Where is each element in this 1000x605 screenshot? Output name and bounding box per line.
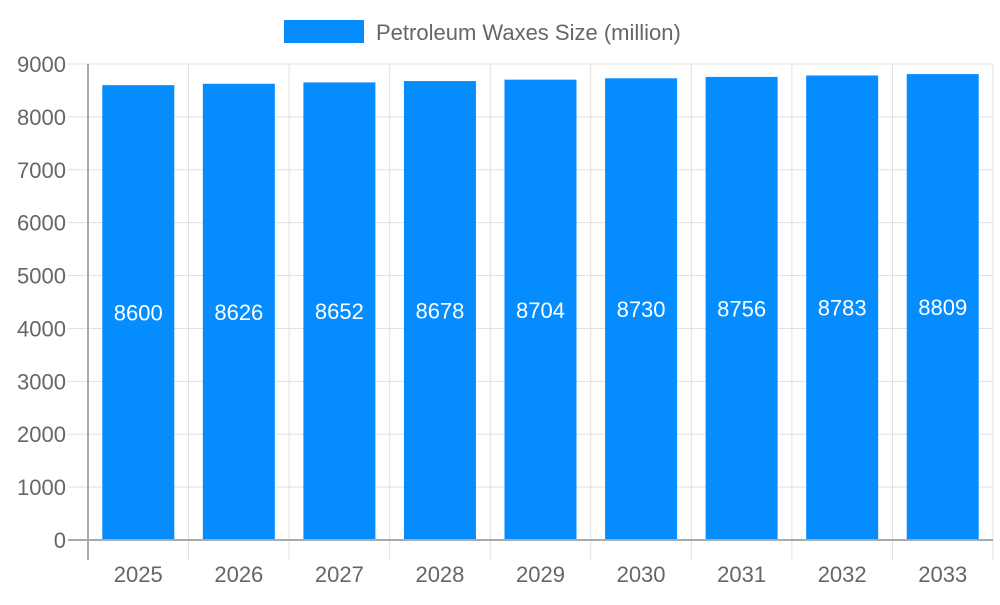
bar[interactable] [202, 83, 275, 540]
data-label: 8678 [415, 299, 464, 324]
y-tick-label: 1000 [17, 475, 66, 500]
x-tick-label: 2027 [315, 562, 364, 587]
bar[interactable] [605, 78, 678, 540]
data-label: 8730 [617, 297, 666, 322]
bar[interactable] [705, 76, 778, 540]
data-label: 8809 [918, 295, 967, 320]
legend[interactable]: Petroleum Waxes Size (million) [284, 20, 681, 45]
data-label: 8626 [214, 300, 263, 325]
x-tick-label: 2033 [918, 562, 967, 587]
y-tick-label: 5000 [17, 264, 66, 289]
y-tick-label: 4000 [17, 316, 66, 341]
bar[interactable] [504, 79, 577, 540]
y-tick-label: 7000 [17, 158, 66, 183]
y-tick-label: 2000 [17, 422, 66, 447]
bar[interactable] [102, 85, 175, 541]
data-label: 8652 [315, 299, 364, 324]
bar[interactable] [303, 82, 376, 540]
data-label: 8600 [114, 301, 163, 326]
data-label: 8704 [516, 298, 565, 323]
bars: 8600 8626 8652 8678 8704 8730 8756 8783 8809 [102, 74, 979, 541]
x-tick-label: 2029 [516, 562, 565, 587]
bar[interactable] [906, 74, 979, 540]
y-tick-label: 3000 [17, 369, 66, 394]
y-tick-label: 8000 [17, 105, 66, 130]
bar[interactable] [403, 81, 476, 541]
bar[interactable] [806, 75, 879, 540]
y-tick-label: 6000 [17, 211, 66, 236]
axes: 0 1000 2000 3000 4000 5000 6000 7000 8000 9000 202… [17, 52, 993, 587]
x-tick-label: 2028 [415, 562, 464, 587]
y-tick-label: 9000 [17, 52, 66, 77]
y-tick-label: 0 [54, 528, 66, 553]
legend-swatch [284, 20, 364, 43]
x-tick-label: 2032 [818, 562, 867, 587]
x-tick-label: 2025 [114, 562, 163, 587]
x-tick-label: 2030 [617, 562, 666, 587]
data-label: 8783 [818, 296, 867, 321]
x-tick-label: 2031 [717, 562, 766, 587]
data-label: 8756 [717, 296, 766, 321]
legend-label: Petroleum Waxes Size (million) [376, 20, 681, 45]
x-tick-label: 2026 [214, 562, 263, 587]
